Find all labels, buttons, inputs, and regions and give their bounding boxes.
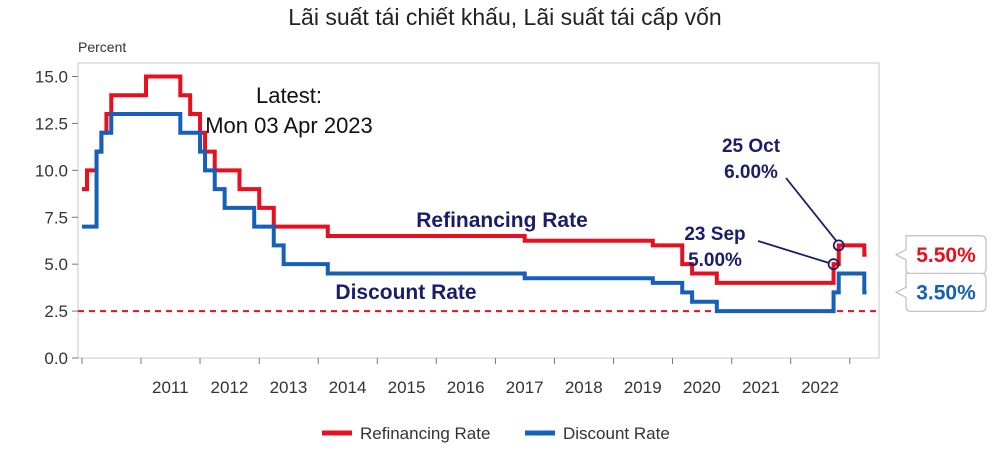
x-tick-label: 2019	[624, 378, 662, 397]
y-axis-label: Percent	[78, 39, 126, 55]
discount-rate-annotation: Discount Rate	[335, 281, 476, 304]
y-tick-label: 0.0	[44, 349, 68, 368]
sep-leader-line	[757, 240, 830, 265]
axis-layer: 0.0 2.5 5.0 7.5 10.0 12.5 15.0 2011 2012 2013 2014…	[35, 68, 879, 397]
plot-area	[77, 62, 880, 359]
legend-label-discount: Discount Rate	[563, 424, 670, 443]
oct-leader-line	[785, 177, 838, 242]
x-tick-label: 2014	[329, 378, 367, 397]
x-tick-label: 2022	[801, 378, 839, 397]
x-tick-label: 2018	[565, 378, 603, 397]
x-tick-label: 2011	[152, 378, 189, 397]
last-discount-box-shape	[894, 272, 987, 312]
refinancing-rate-line	[82, 74, 867, 285]
last-refinancing-box: 5.50%	[894, 235, 987, 275]
last-discount-box: 3.50%	[894, 272, 987, 312]
x-tick-label: 2013	[270, 378, 308, 397]
y-tick-label: 12.5	[35, 114, 68, 133]
y-tick-label: 5.0	[44, 255, 68, 274]
chart-title: Lãi suất tái chiết khấu, Lãi suất tái cấ…	[288, 4, 721, 30]
series-layer	[82, 74, 867, 314]
last-refinancing-value: 5.50%	[916, 244, 976, 267]
discount-rate-line	[82, 112, 867, 314]
latest-label: Latest:	[256, 83, 322, 108]
y-tick-label: 7.5	[44, 208, 68, 227]
legend-label-refinancing: Refinancing Rate	[360, 424, 490, 443]
oct-value-label: 6.00%	[724, 162, 778, 183]
refinancing-rate-annotation: Refinancing Rate	[416, 209, 588, 232]
y-tick-label: 2.5	[44, 302, 68, 321]
latest-date-label: Mon 03 Apr 2023	[205, 113, 373, 138]
last-discount-value: 3.50%	[916, 281, 976, 304]
x-tick-label: 2015	[388, 378, 426, 397]
x-tick-label: 2017	[506, 378, 544, 397]
oct-point-marker	[832, 239, 845, 252]
y-tick-label: 10.0	[35, 161, 68, 180]
oct-date-label: 25 Oct	[722, 136, 781, 157]
x-tick-label: 2012	[211, 378, 249, 397]
legend: Refinancing Rate Discount Rate	[322, 424, 670, 443]
sep-point-marker	[827, 258, 840, 271]
sep-date-label: 23 Sep	[684, 224, 745, 245]
x-tick-label: 2021	[742, 378, 780, 397]
sep-value-label: 5.00%	[688, 250, 742, 271]
y-tick-label: 15.0	[35, 68, 68, 87]
leader-layer	[757, 177, 845, 271]
x-tick-label: 2016	[447, 378, 485, 397]
x-tick-label: 2020	[683, 378, 721, 397]
